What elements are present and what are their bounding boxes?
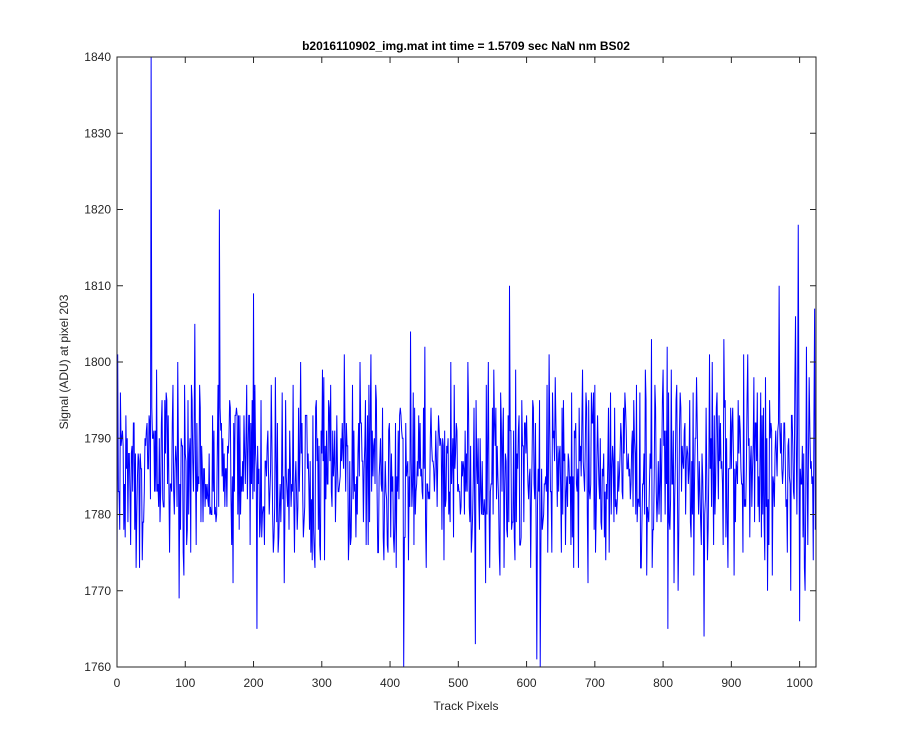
y-tick-label: 1840 [84, 50, 111, 64]
y-tick-label: 1830 [84, 126, 111, 140]
x-axis-ticks: 0 100 200 300 400 500 600 700 800 900 1000 [114, 57, 813, 690]
x-tick-label: 1000 [786, 676, 813, 690]
x-tick-label: 300 [312, 676, 332, 690]
y-axis-ticks: 1760 1770 1780 1790 1800 1810 1820 1830 1840 [84, 50, 816, 674]
x-tick-label: 0 [114, 676, 121, 690]
x-tick-label: 100 [175, 676, 195, 690]
x-tick-label: 600 [517, 676, 537, 690]
y-axis-label: Signal (ADU) at pixel 203 [57, 294, 71, 429]
x-tick-label: 900 [721, 676, 741, 690]
y-tick-label: 1760 [84, 660, 111, 674]
x-tick-label: 800 [653, 676, 673, 690]
plot-area [117, 57, 816, 667]
x-tick-label: 500 [448, 676, 468, 690]
chart-title: b2016110902_img.mat int time = 1.5709 se… [302, 39, 630, 53]
y-tick-label: 1790 [84, 431, 111, 445]
x-tick-label: 400 [380, 676, 400, 690]
y-tick-label: 1770 [84, 584, 111, 598]
x-tick-label: 700 [585, 676, 605, 690]
y-tick-label: 1800 [84, 355, 111, 369]
y-tick-label: 1820 [84, 203, 111, 217]
series-line [116, 56, 816, 668]
y-tick-label: 1810 [84, 279, 111, 293]
x-tick-label: 200 [244, 676, 264, 690]
x-axis-label: Track Pixels [434, 699, 499, 713]
y-tick-label: 1780 [84, 508, 111, 522]
series-layer [116, 56, 816, 668]
